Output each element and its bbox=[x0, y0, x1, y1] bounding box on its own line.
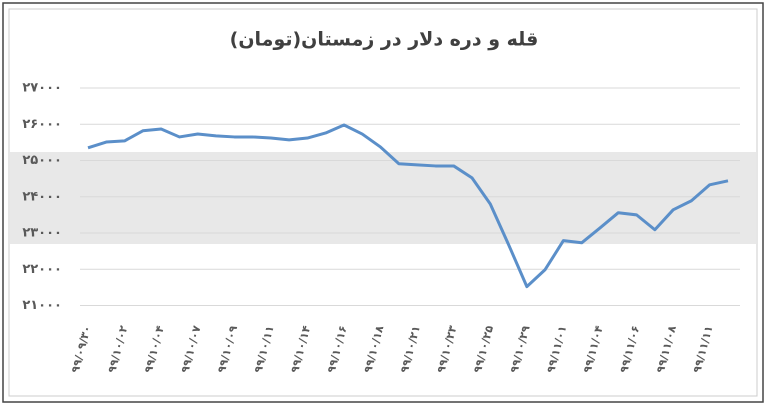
y-tick-label: ۲۴۰۰۰ bbox=[22, 189, 62, 204]
y-tick-label: ۲۵۰۰۰ bbox=[22, 153, 62, 168]
chart-title: قله و دره دلار در زمستان(تومان) bbox=[230, 29, 539, 51]
inner-frame bbox=[8, 8, 758, 397]
y-tick-label: ۲۳۰۰۰ bbox=[22, 226, 62, 241]
watermark-band bbox=[10, 152, 756, 244]
y-tick-label: ۲۲۰۰۰ bbox=[22, 262, 62, 277]
data-line bbox=[87, 123, 729, 289]
y-tick-label: ۲۷۰۰۰ bbox=[22, 81, 62, 96]
y-tick-label: ۲۶۰۰۰ bbox=[22, 117, 62, 132]
y-tick-label: ۲۱۰۰۰ bbox=[22, 298, 62, 313]
